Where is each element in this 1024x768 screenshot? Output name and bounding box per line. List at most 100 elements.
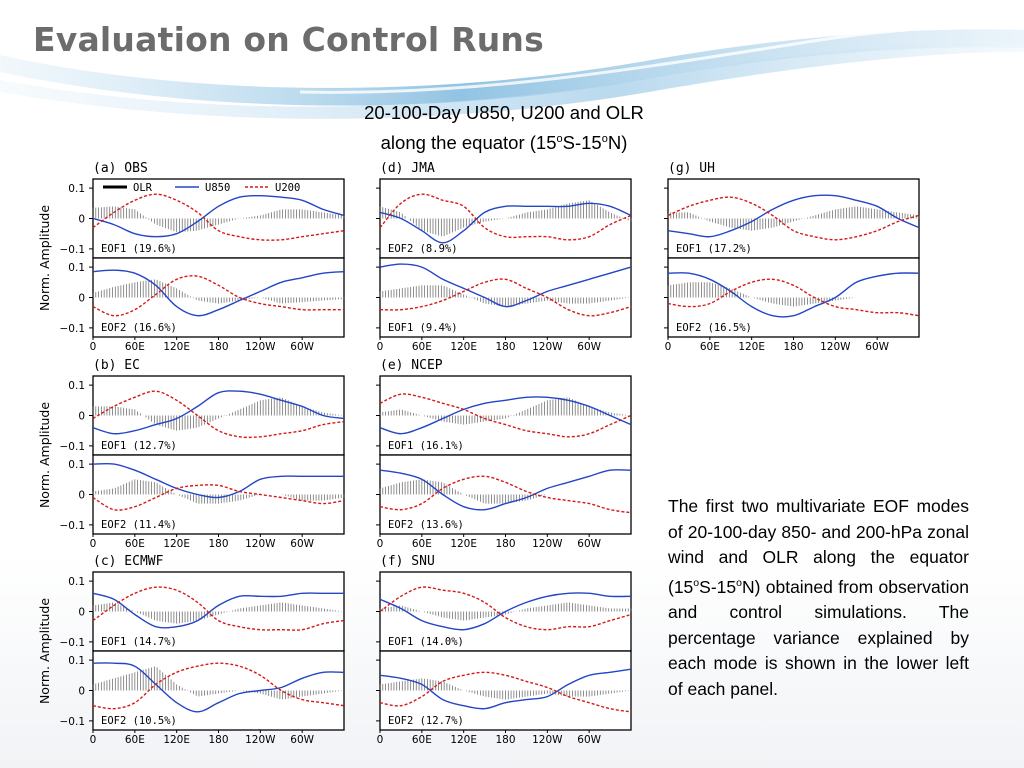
- x-tick-label: 0: [90, 341, 97, 353]
- x-tick-label: 0: [377, 734, 384, 746]
- x-tick-label: 60E: [412, 538, 432, 550]
- y-tick-label: 0.1: [68, 183, 85, 195]
- mode-1-u200-line: [379, 193, 632, 241]
- mode-2-u850-line: [92, 662, 345, 713]
- mode-1-u850-line: [92, 592, 344, 629]
- x-tick-label: 0: [377, 341, 384, 353]
- x-tick-label: 120W: [532, 341, 563, 353]
- x-tick-label: 60E: [412, 341, 432, 353]
- x-tick-label: 0: [90, 734, 97, 746]
- panel-title: (f) SNU: [380, 554, 435, 569]
- mode-1-u200-line: [667, 196, 920, 241]
- title-swoosh-decoration: [0, 24, 1024, 119]
- subtitle-line-2: along the equator (15oS-15oN): [380, 132, 628, 154]
- y-tick-label: 0.1: [68, 459, 85, 471]
- y-axis-title: Norm. Amplitude: [37, 598, 52, 704]
- mode-1-label: EOF1 (17.2%): [676, 243, 752, 255]
- x-tick-label: 120E: [738, 341, 765, 353]
- mode-2-label: EOF1 (9.4%): [388, 322, 458, 334]
- x-tick-label: 120W: [532, 538, 563, 550]
- mode-1-label: EOF1 (16.1%): [388, 440, 464, 452]
- mode-1-label: EOF1 (14.0%): [388, 636, 464, 648]
- x-tick-label: 0: [665, 341, 672, 353]
- panel-title: (a) OBS: [93, 161, 148, 176]
- mode-2-u200-line: [92, 275, 344, 317]
- legend-u200-label: U200: [275, 182, 300, 194]
- mode-2-label: EOF2 (16.6%): [101, 322, 177, 334]
- x-tick-label: 60W: [290, 341, 314, 353]
- x-tick-label: 180: [495, 538, 515, 550]
- x-tick-label: 60W: [577, 341, 601, 353]
- x-tick-label: 60E: [700, 341, 720, 353]
- mode-1-u850-line: [667, 194, 920, 238]
- mode-1-u200-line: [92, 390, 345, 439]
- y-tick-label: 0.1: [68, 380, 85, 392]
- mode-2-u200-line: [379, 475, 632, 514]
- mode-1-label: EOF1 (12.7%): [101, 440, 177, 452]
- x-tick-label: 120E: [163, 538, 190, 550]
- panel-title: (c) ECMWF: [93, 554, 164, 569]
- x-tick-label: 60W: [577, 734, 601, 746]
- x-tick-label: 60W: [577, 538, 601, 550]
- mode-1-label: EOF1 (14.7%): [101, 636, 177, 648]
- x-tick-label: 60E: [412, 734, 432, 746]
- mode-1-label: EOF1 (19.6%): [101, 243, 177, 255]
- y-tick-label: 0.1: [68, 655, 85, 667]
- x-tick-label: 60W: [290, 538, 314, 550]
- mode-1-u200-line: [92, 193, 345, 241]
- figure-caption: The first two multivariate EOF modes of …: [668, 496, 969, 699]
- legend-u850-label: U850: [205, 182, 230, 194]
- mode-2-u200-line: [92, 662, 345, 710]
- y-tick-label: −0.1: [60, 520, 86, 532]
- y-axis-title: Norm. Amplitude: [37, 205, 52, 311]
- legend-olr-label: OLR: [133, 182, 153, 194]
- mode-1-u850-line: [379, 396, 632, 435]
- mode-2-u850-line: [379, 263, 632, 308]
- panel-obs: (a) OBS EOF1 (19.6%) 0.1 0 −0.1 EOF2 (16.6%) 0…: [60, 161, 345, 353]
- x-tick-label: 120W: [245, 538, 276, 550]
- x-tick-label: 120E: [163, 734, 190, 746]
- panel-title: (e) NCEP: [380, 358, 443, 373]
- x-tick-label: 180: [495, 734, 515, 746]
- x-tick-label: 180: [495, 341, 515, 353]
- x-tick-label: 120E: [163, 341, 190, 353]
- x-tick-label: 60W: [290, 734, 314, 746]
- mode-2-label: EOF2 (13.6%): [388, 519, 464, 531]
- mode-1-u200-line: [379, 393, 632, 438]
- x-tick-label: 120W: [820, 341, 851, 353]
- mode-2-u200-line: [379, 671, 632, 713]
- y-tick-label: 0: [78, 607, 85, 619]
- mode-2-label: EOF2 (16.5%): [676, 322, 752, 334]
- x-tick-label: 60W: [865, 341, 889, 353]
- panel-ec: (b) EC EOF1 (12.7%) 0.1 0 −0.1 EOF2 (11.4%) 0.…: [60, 358, 345, 550]
- y-tick-label: −0.1: [60, 244, 86, 256]
- x-tick-label: 180: [208, 734, 228, 746]
- mode-1-u850-line: [379, 202, 632, 244]
- y-axis-title: Norm. Amplitude: [37, 402, 52, 508]
- y-tick-label: 0: [78, 214, 85, 226]
- x-tick-label: 0: [90, 538, 97, 550]
- mode-1-label: EOF2 (8.9%): [388, 243, 458, 255]
- panel-ncep: (e) NCEP EOF1 (16.1%) EOF2 (13.6%) 0 60E 120E…: [376, 358, 632, 550]
- panel-title: (b) EC: [93, 358, 140, 373]
- panel-title: (g) UH: [668, 161, 715, 176]
- mode-2-u200-line: [379, 278, 632, 317]
- mode-2-u850-line: [667, 272, 920, 318]
- x-tick-label: 60E: [125, 538, 145, 550]
- y-tick-label: 0.1: [68, 576, 85, 588]
- x-tick-label: 120E: [450, 734, 477, 746]
- y-tick-label: 0: [78, 686, 85, 698]
- panel-uh: (g) UH EOF1 (17.2%) EOF2 (16.5%) 0 60E 120E 18…: [664, 161, 920, 353]
- x-tick-label: 120W: [532, 734, 563, 746]
- subtitle-line-1: 20-100-Day U850, U200 and OLR: [364, 102, 644, 123]
- mode-2-u200-line: [667, 278, 920, 317]
- y-tick-label: 0: [78, 411, 85, 423]
- y-tick-label: 0: [78, 293, 85, 305]
- mode-2-u850-line: [92, 269, 345, 317]
- x-tick-label: 60E: [125, 341, 145, 353]
- y-tick-label: −0.1: [60, 637, 86, 649]
- mode-2-u200-line: [92, 484, 345, 511]
- panel-jma: (d) JMA EOF2 (8.9%) EOF1 (9.4%) 0 60E 120E 180…: [376, 161, 632, 353]
- mode-2-label: EOF2 (11.4%): [101, 519, 177, 531]
